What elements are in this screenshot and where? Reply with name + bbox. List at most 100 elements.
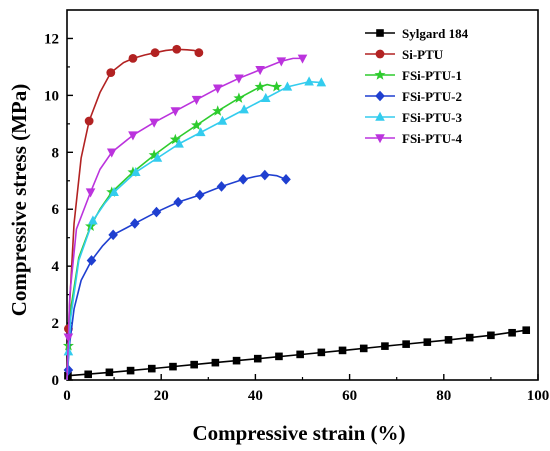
data-point [127, 166, 139, 177]
data-point [86, 255, 97, 266]
data-point [216, 181, 227, 192]
data-point [169, 133, 181, 145]
data-point [106, 68, 116, 78]
data-point [84, 370, 92, 379]
plot-frame [66, 9, 539, 381]
data-point [130, 166, 141, 177]
legend: Sylgard 184 Si-PTU FSi-PTU-1 FSi-PTU-2 FSi-P… [365, 26, 469, 146]
data-point [381, 342, 389, 350]
data-point [276, 57, 287, 67]
data-point [304, 76, 314, 86]
data-point [63, 364, 74, 376]
series-line [66, 57, 303, 381]
data-point [108, 229, 118, 241]
series-line [66, 48, 198, 381]
x-tick-label: 20 [154, 388, 169, 404]
data-point [194, 48, 204, 58]
y-tick-label: 12 [44, 31, 59, 47]
series-sylgard-184 [64, 326, 531, 380]
legend-marker [375, 134, 385, 144]
data-point [465, 333, 474, 342]
legend-label: Sylgard 184 [402, 26, 469, 41]
data-point [217, 115, 228, 125]
data-point [238, 174, 248, 185]
legend-item: FSi-PTU-1 [365, 68, 462, 83]
data-point [170, 107, 181, 117]
data-point [128, 53, 138, 63]
data-point [255, 65, 265, 76]
x-tick-label: 0 [63, 388, 71, 404]
data-point [282, 81, 293, 91]
data-point [296, 350, 304, 359]
legend-marker [375, 111, 385, 121]
y-tick-label: 0 [52, 373, 60, 389]
series-fsi-ptu-3 [63, 76, 327, 381]
series-si-ptu [64, 44, 204, 381]
data-point [275, 352, 283, 361]
x-tick-label: 100 [527, 388, 550, 404]
data-point [126, 366, 135, 375]
data-point [84, 116, 94, 126]
series-fsi-ptu-4 [63, 54, 308, 381]
legend-item: Si-PTU [365, 47, 444, 62]
data-point [172, 44, 182, 54]
data-point [239, 104, 249, 114]
data-point [316, 77, 327, 87]
data-point [169, 362, 177, 371]
series-fsi-ptu-2 [63, 169, 291, 381]
x-tick-label: 40 [248, 388, 263, 404]
x-tick-label: 60 [342, 388, 357, 404]
x-axis-title: Compressive strain (%) [192, 421, 405, 445]
series-layer [62, 44, 531, 381]
data-point [88, 215, 98, 225]
data-point [281, 174, 291, 185]
legend-item: FSi-PTU-4 [365, 131, 462, 146]
data-point [487, 331, 495, 340]
legend-marker [375, 49, 385, 59]
data-point [522, 326, 531, 334]
data-point [173, 196, 183, 208]
data-point [232, 356, 241, 365]
series-line [66, 80, 322, 381]
legend-label: FSi-PTU-1 [402, 68, 462, 83]
legend-label: Si-PTU [402, 47, 444, 62]
data-point [150, 48, 160, 58]
data-point [423, 338, 432, 346]
legend-marker [375, 90, 385, 102]
data-point [508, 328, 516, 337]
y-tick-label: 2 [52, 316, 60, 332]
data-point [359, 344, 368, 353]
data-point [147, 364, 156, 373]
data-point [149, 118, 159, 128]
data-point [260, 92, 271, 103]
legend-item: FSi-PTU-2 [365, 89, 462, 104]
legend-label: FSi-PTU-4 [402, 131, 462, 146]
legend-marker [374, 69, 386, 80]
data-point [191, 95, 202, 105]
data-point [195, 189, 205, 201]
series-line [66, 83, 277, 381]
data-point [130, 218, 140, 229]
data-point [297, 54, 308, 64]
data-point [106, 148, 117, 158]
data-point [233, 92, 245, 103]
legend-item: FSi-PTU-3 [365, 110, 462, 125]
axis-ticks: 0 20 40 60 80 100 0 2 4 6 8 10 12 [44, 31, 549, 404]
y-tick-label: 4 [52, 259, 60, 275]
x-tick-label: 80 [436, 388, 451, 404]
data-point [190, 360, 198, 369]
data-point [338, 346, 347, 355]
data-point [317, 348, 326, 357]
data-point [234, 74, 244, 84]
data-point [254, 81, 266, 92]
legend-label: FSi-PTU-2 [402, 89, 462, 104]
legend-item: Sylgard 184 [365, 26, 469, 41]
data-point [195, 127, 206, 137]
legend-marker [376, 29, 384, 37]
data-point [63, 333, 74, 343]
data-point [402, 340, 410, 348]
data-point [148, 149, 160, 160]
data-point [191, 119, 203, 130]
data-point [152, 152, 163, 162]
